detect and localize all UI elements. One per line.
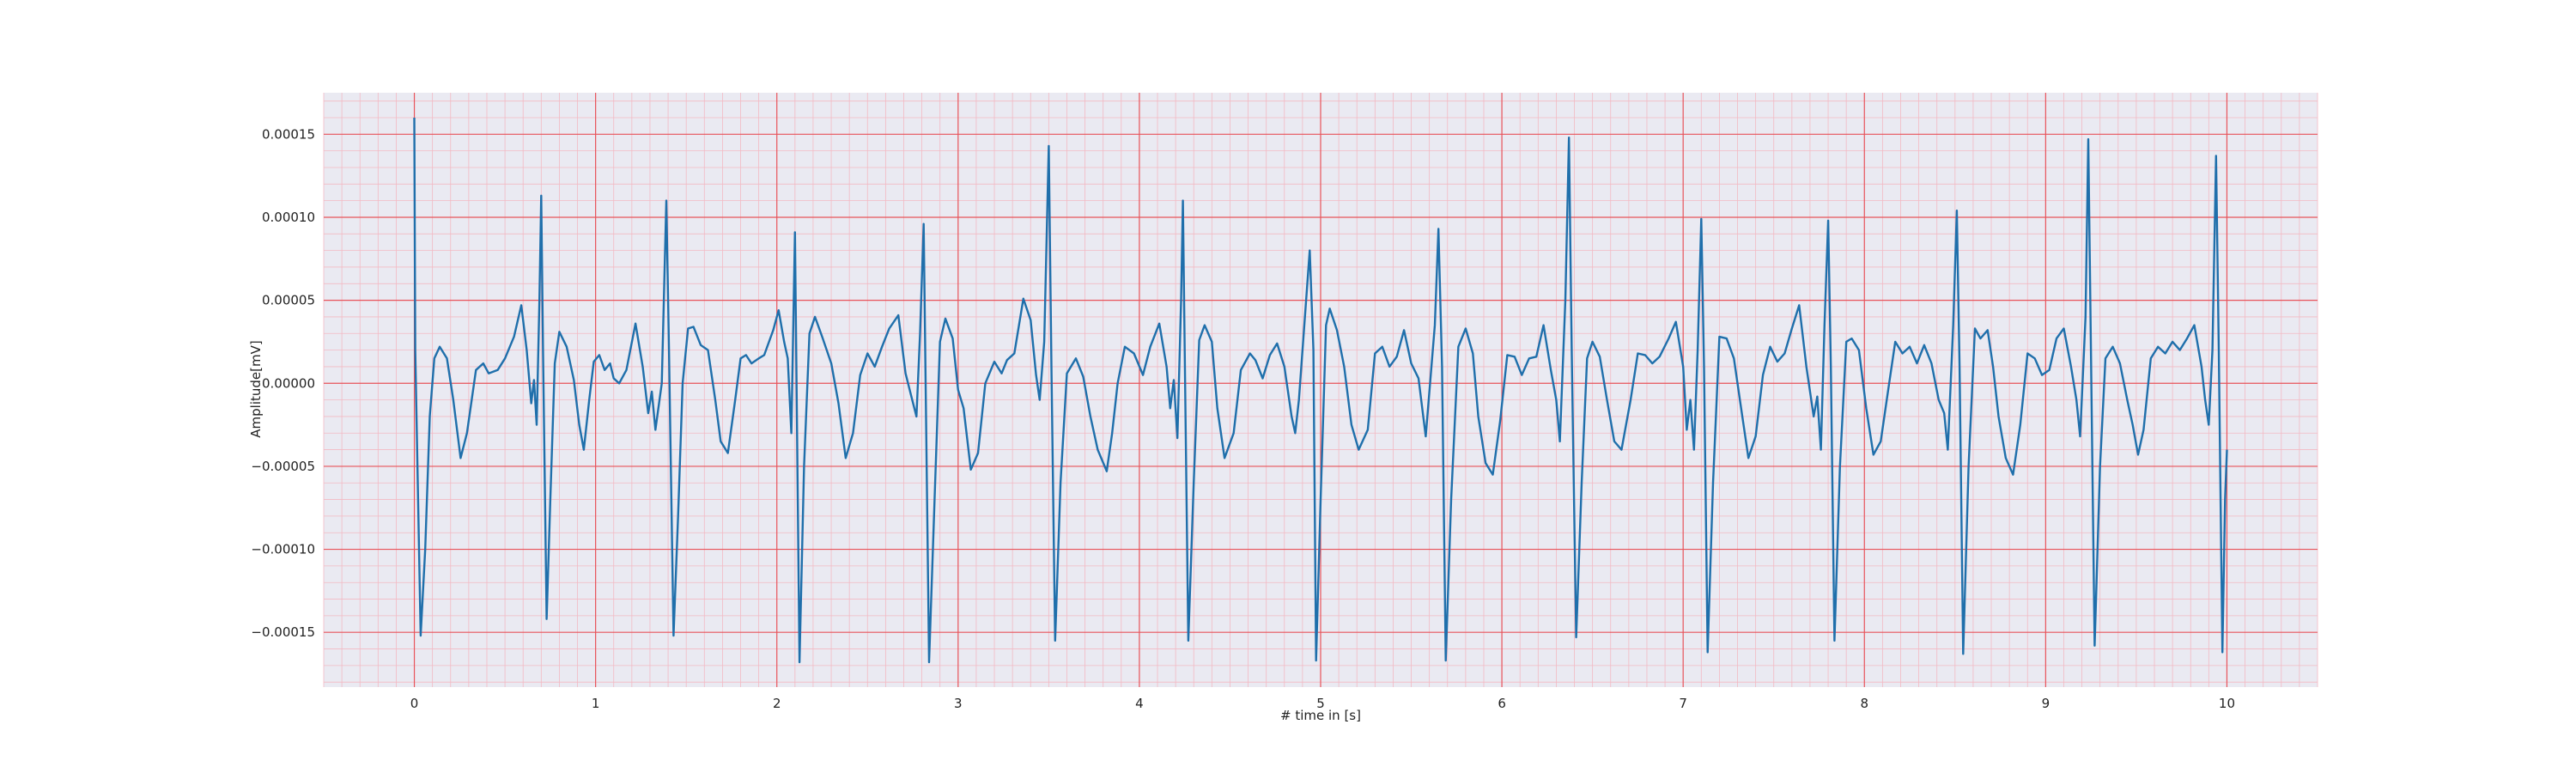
y-tick-label: 0.00000 [262,375,315,391]
ecg-signal-line [413,117,2228,664]
x-tick-label: 4 [1135,696,1144,711]
y-tick-label: 0.00010 [262,210,315,225]
major-gridlines [324,93,2318,687]
y-tick-label: 0.00015 [262,126,315,142]
x-tick-label: 5 [1316,696,1325,711]
x-tick-label: 6 [1498,696,1506,711]
y-tick-label: −0.00010 [251,542,315,557]
x-tick-labels: 0 1 2 3 4 5 6 7 8 9 10 [410,696,2235,711]
x-tick-label: 7 [1679,696,1687,711]
y-axis-label: Amplitude[mV] [248,340,264,437]
y-tick-label: −0.00005 [251,459,315,474]
y-tick-label: −0.00015 [251,624,315,640]
x-tick-label: 9 [2042,696,2050,711]
x-axis-label: # time in [s] [1280,708,1361,723]
x-tick-label: 2 [773,696,781,711]
y-tick-label: 0.00005 [262,293,315,308]
x-tick-label: 10 [2219,696,2235,711]
x-tick-label: 1 [592,696,600,711]
y-tick-labels: 0.00015 0.00010 0.00005 0.00000 −0.00005 −0.0… [251,126,315,640]
x-tick-label: 0 [410,696,419,711]
x-tick-label: 8 [1860,696,1868,711]
x-tick-label: 3 [954,696,963,711]
